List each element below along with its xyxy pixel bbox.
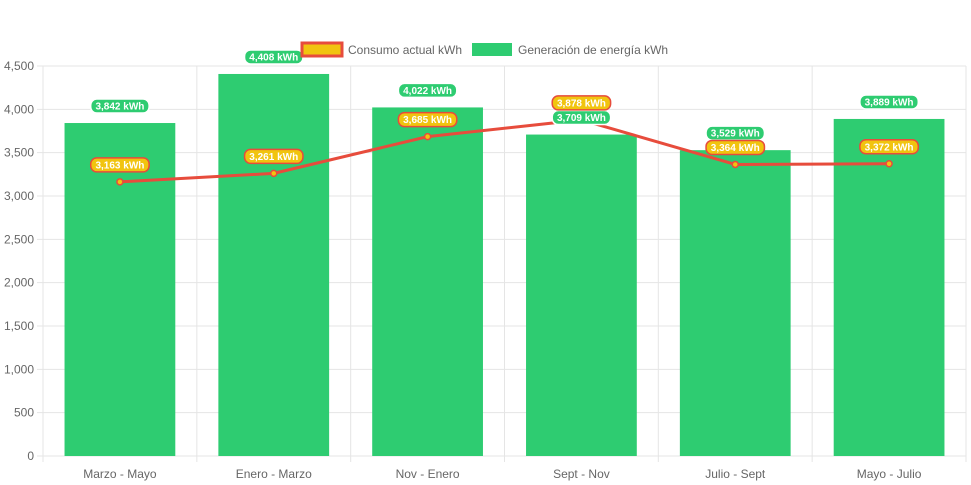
bar-generacion[interactable] <box>833 118 945 456</box>
data-label-consumo-text: 3,364 kWh <box>711 143 760 154</box>
legend-label-generacion: Generación de energía kWh <box>518 43 668 57</box>
data-label-consumo-bg <box>551 95 612 111</box>
line-consumo <box>119 118 890 184</box>
data-label-consumo: 3,364 kWh <box>705 139 766 156</box>
legend-label-consumo: Consumo actual kWh <box>348 43 462 57</box>
data-label-generacion-text: 3,842 kWh <box>95 102 144 113</box>
data-label-consumo-bg <box>89 157 150 173</box>
y-tick-label: 4,000 <box>4 102 34 116</box>
data-label-consumo-bg <box>705 139 766 156</box>
bar-series <box>64 73 945 457</box>
x-tick-label: Julio - Sept <box>705 467 766 481</box>
data-label-generacion: 3,842 kWh <box>89 98 150 114</box>
data-label-consumo: 3,261 kWh <box>243 148 304 165</box>
x-tick-label: Sept - Nov <box>553 467 610 481</box>
data-label-generacion-text: 4,408 kWh <box>249 52 298 63</box>
bar-generacion[interactable] <box>526 134 637 456</box>
data-label-consumo-bg <box>859 139 920 155</box>
x-tick-label: Marzo - Mayo <box>83 467 157 481</box>
point-consumo[interactable] <box>423 132 432 141</box>
x-tick-label: Mayo - Julio <box>857 467 922 481</box>
legend[interactable]: Consumo actual kWh Generación de energía… <box>300 41 668 58</box>
data-label-consumo-text: 3,261 kWh <box>249 152 298 163</box>
data-label-generacion-bg <box>397 82 458 99</box>
data-label-generacion: 3,709 kWh <box>551 109 612 126</box>
x-tick-label: Enero - Marzo <box>236 467 312 481</box>
data-label-generacion-text: 4,022 kWh <box>403 86 452 97</box>
bar-generacion[interactable] <box>679 150 791 457</box>
bar-generacion[interactable] <box>64 123 176 456</box>
data-label-consumo: 3,878 kWh <box>551 95 612 111</box>
data-label-generacion-bg <box>859 94 920 110</box>
y-tick-label: 2,000 <box>4 276 34 290</box>
point-consumo[interactable] <box>116 178 124 186</box>
point-consumo[interactable] <box>731 160 739 169</box>
legend-item-consumo[interactable]: Consumo actual kWh <box>300 41 462 58</box>
y-tick-label: 3,000 <box>4 189 34 203</box>
y-tick-label: 2,500 <box>4 232 34 246</box>
data-label-consumo-text: 3,163 kWh <box>95 160 144 171</box>
data-label-generacion: 3,529 kWh <box>705 125 766 141</box>
data-label-consumo-text: 3,685 kWh <box>403 115 452 126</box>
data-label-generacion-text: 3,529 kWh <box>711 129 760 140</box>
x-tick-label: Nov - Enero <box>396 467 460 481</box>
legend-item-generacion[interactable]: Generación de energía kWh <box>472 43 668 57</box>
data-label-generacion: 4,408 kWh <box>243 49 304 65</box>
data-label-consumo: 3,685 kWh <box>397 111 458 128</box>
data-label-generacion-bg <box>89 98 150 114</box>
y-tick-label: 1,500 <box>4 319 34 333</box>
data-label-consumo: 3,163 kWh <box>89 157 150 173</box>
legend-swatch-generacion <box>472 43 512 56</box>
y-axis-ticks: 0 500 1,000 1,500 2,000 2,500 3,000 3,500 4,000 4… <box>4 59 34 463</box>
y-tick-label: 0 <box>27 449 34 463</box>
point-consumo[interactable] <box>885 160 893 168</box>
y-tick-label: 500 <box>14 406 34 420</box>
bar-generacion[interactable] <box>372 107 483 456</box>
data-label-consumo-bg <box>397 111 458 128</box>
data-label-generacion: 4,022 kWh <box>397 82 458 99</box>
y-tick-label: 3,500 <box>4 146 34 160</box>
bar-generacion[interactable] <box>218 73 330 457</box>
data-labels: 3,842 kWh 4,408 kWh 4,022 kWh 3,709 kWh 3,52… <box>89 49 920 173</box>
grid-lines <box>37 65 967 462</box>
data-label-consumo-text: 3,878 kWh <box>557 98 606 109</box>
data-label-consumo-text: 3,372 kWh <box>865 142 914 153</box>
x-axis-ticks: Marzo - Mayo Enero - Marzo Nov - Enero Sept… <box>83 467 922 481</box>
point-consumo[interactable] <box>270 169 278 178</box>
data-label-consumo-bg <box>243 148 304 165</box>
data-label-generacion-text: 3,889 kWh <box>865 97 914 108</box>
y-tick-label: 4,500 <box>4 59 34 73</box>
y-tick-label: 1,000 <box>4 362 34 376</box>
legend-swatch-consumo <box>300 41 344 58</box>
data-label-generacion: 3,889 kWh <box>859 94 920 110</box>
data-label-generacion-text: 3,709 kWh <box>557 113 606 124</box>
data-label-consumo: 3,372 kWh <box>859 139 920 155</box>
